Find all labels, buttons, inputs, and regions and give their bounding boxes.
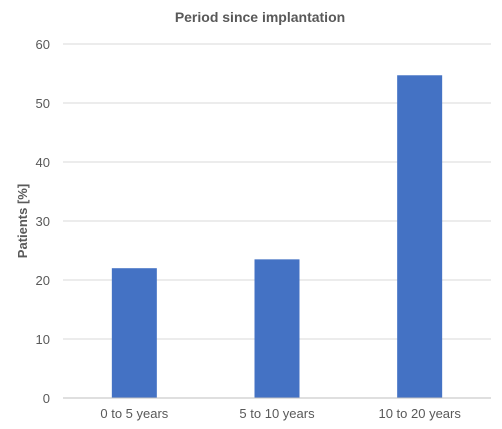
y-axis-label: Patients [%] <box>15 184 30 258</box>
y-tick-label: 40 <box>36 155 50 170</box>
y-tick-label: 20 <box>36 273 50 288</box>
bar <box>112 268 157 398</box>
x-tick-labels: 0 to 5 years 5 to 10 years 10 to 20 years <box>100 406 461 421</box>
y-tick-label: 50 <box>36 96 50 111</box>
x-tick-label: 10 to 20 years <box>378 406 461 421</box>
bar <box>255 259 300 398</box>
bars <box>112 75 442 398</box>
y-tick-label: 0 <box>43 391 50 406</box>
y-tick-label: 10 <box>36 332 50 347</box>
y-tick-labels: 0 10 20 30 40 50 60 <box>36 37 50 406</box>
x-tick-label: 0 to 5 years <box>100 406 168 421</box>
x-tick-label: 5 to 10 years <box>239 406 315 421</box>
y-tick-label: 60 <box>36 37 50 52</box>
chart-title: Period since implantation <box>175 9 345 25</box>
bar <box>397 75 442 398</box>
y-tick-label: 30 <box>36 214 50 229</box>
